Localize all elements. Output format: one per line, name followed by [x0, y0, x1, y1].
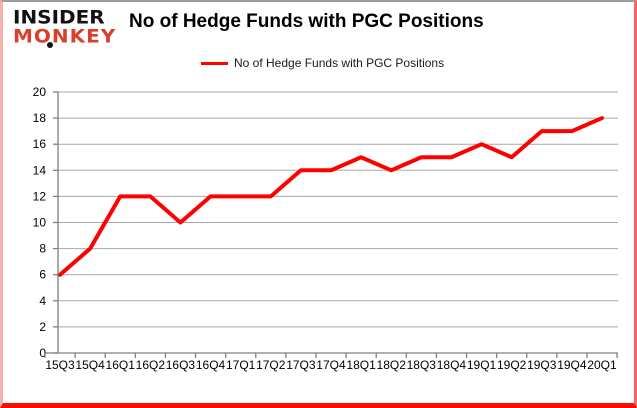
x-axis-label: 18Q2	[377, 358, 407, 372]
x-axis-label: 16Q4	[196, 358, 226, 372]
x-axis-label: 18Q3	[407, 358, 437, 372]
y-axis-label: 2	[39, 320, 46, 334]
x-axis-label: 17Q2	[256, 358, 286, 372]
x-axis-label: 19Q1	[467, 358, 497, 372]
x-axis-label: 19Q3	[527, 358, 557, 372]
x-axis-label: 16Q2	[136, 358, 166, 372]
legend-line-swatch-icon	[201, 61, 228, 65]
y-axis-label: 0	[39, 346, 46, 360]
legend: No of Hedge Funds with PGC Positions	[201, 56, 444, 70]
y-axis-label: 16	[33, 137, 47, 151]
insider-monkey-logo: INSIDER MONKEY	[13, 8, 128, 52]
y-axis-label: 14	[33, 163, 47, 177]
x-axis-label: 17Q3	[286, 358, 316, 372]
x-axis-label: 18Q1	[346, 358, 376, 372]
legend-label: No of Hedge Funds with PGC Positions	[234, 56, 445, 70]
y-axis-label: 6	[39, 268, 46, 282]
y-axis-label: 4	[39, 294, 46, 308]
series-line	[58, 116, 604, 277]
y-axis-label: 12	[33, 189, 47, 203]
x-axis-label: 17Q4	[316, 358, 346, 372]
x-axis-label: 15Q4	[75, 358, 105, 372]
y-axis-label: 20	[33, 85, 47, 99]
x-axis-label: 19Q4	[557, 358, 587, 372]
y-axis-label: 18	[33, 111, 47, 125]
x-axis-label: 19Q2	[497, 358, 527, 372]
x-axis-label: 18Q4	[437, 358, 467, 372]
line-chart-plot: 0 2 4 6 8 10 12 14 16 18 20 15Q3 15Q4 16Q1 16Q2 16Q3 16Q…	[33, 85, 618, 372]
x-axis-label: 16Q1	[106, 358, 136, 372]
chart-title: No of Hedge Funds with PGC Positions	[129, 11, 484, 32]
logo-text-monkey: MONKEY	[13, 24, 117, 48]
y-axis-label: 8	[39, 242, 46, 256]
x-axis-label: 20Q1	[587, 358, 617, 372]
y-axis-label: 10	[33, 216, 47, 230]
chart-canvas-area: INSIDER MONKEY No of Hedge Funds with PG…	[3, 2, 634, 403]
logo-text-insider: INSIDER	[13, 5, 105, 29]
monkey-eye-icon	[47, 42, 53, 48]
x-axis-label: 16Q3	[166, 358, 196, 372]
x-axis-label: 17Q1	[226, 358, 256, 372]
x-axis-label: 15Q3	[45, 358, 75, 372]
